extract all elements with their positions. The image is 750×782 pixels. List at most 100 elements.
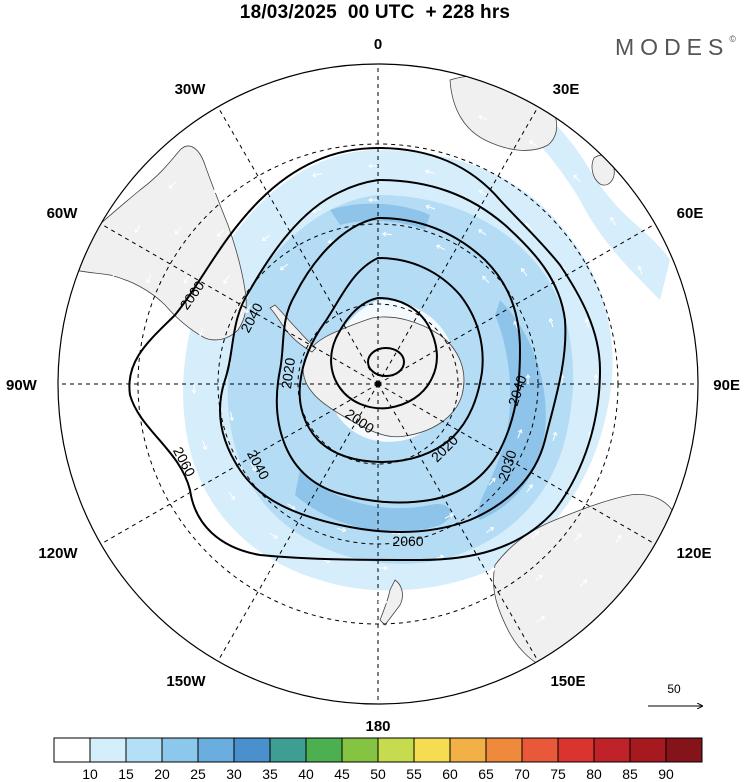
- wind-vector-arrow: [534, 574, 543, 582]
- lon-label-150e: 150E: [550, 673, 585, 690]
- colorbar-tick-label: 20: [154, 766, 170, 782]
- wind-vector-arrow: [174, 226, 182, 235]
- colorbar-tick-label: 75: [550, 766, 566, 782]
- wind-vector-arrow: [368, 129, 378, 135]
- colorbar-swatch: [233, 737, 271, 763]
- wind-vector-arrow: [223, 275, 230, 284]
- wind-vector-arrow: [89, 384, 95, 394]
- lon-label-120w: 120W: [38, 545, 78, 562]
- brand-logo: MODES©: [615, 34, 736, 61]
- wind-vector-arrow: [157, 384, 163, 394]
- meridian-120w: [100, 383, 379, 545]
- contour-low-center: [367, 347, 405, 377]
- colorbar-tick-label: 85: [622, 766, 638, 782]
- lon-label-30e: 30E: [553, 81, 580, 98]
- colorbar-tick-label: 60: [442, 766, 458, 782]
- wind-vector-arrow: [146, 274, 152, 284]
- colorbar-swatch: [53, 737, 91, 763]
- wind-vector-arrow: [268, 572, 278, 578]
- lon-label-60w: 60W: [47, 205, 79, 222]
- colorbar-swatch: [161, 737, 199, 763]
- map-title: 18/03/2025 00 UTC + 228 hrs: [239, 2, 511, 23]
- wind-vectors: [89, 95, 667, 673]
- wind-vector-arrow: [478, 115, 488, 121]
- wind-vector-arrow: [482, 275, 490, 284]
- lon-label-180: 180: [365, 718, 390, 735]
- contour-labels: 2060 2060 2060 2040 2040 2040 2020 2020 …: [170, 278, 530, 549]
- meridian-60w: [100, 223, 379, 385]
- wind-vector-arrow: [525, 222, 533, 231]
- wind-band-core-north: [330, 203, 430, 230]
- contour-label-2060-south: 2060: [392, 533, 423, 549]
- wind-vector-arrow: [279, 263, 288, 271]
- colorbar-tick-label: 30: [226, 766, 242, 782]
- wind-vector-arrow: [487, 606, 497, 612]
- wind-vector-arrow: [250, 462, 256, 472]
- colorbar-tick-label: 35: [262, 766, 278, 782]
- wind-vector-arrow: [228, 491, 235, 501]
- wind-vector-arrow: [641, 484, 647, 494]
- wind-vector-arrow: [312, 137, 323, 143]
- wind-vector-arrow: [435, 244, 446, 251]
- wind-vector-arrow: [526, 484, 533, 493]
- wind-vector-arrow: [322, 663, 332, 669]
- wind-vector-arrow: [216, 229, 225, 237]
- wind-vector-arrow: [521, 267, 528, 277]
- wind-vector-arrow: [593, 374, 599, 384]
- colorbar-swatch: [197, 737, 235, 763]
- wind-vector-arrow: [202, 440, 208, 451]
- colorbar-swatch: [521, 737, 559, 763]
- meridian-150e: [377, 383, 539, 662]
- wind-vector-arrow: [478, 229, 487, 236]
- wind-vector-arrow: [536, 616, 546, 623]
- wind-vector-arrow: [213, 186, 222, 194]
- wind-vector-arrow: [573, 174, 581, 183]
- wind-vector-arrow: [527, 180, 536, 188]
- wind-vector-arrow: [268, 610, 278, 616]
- colorbar-tick-label: 70: [514, 766, 530, 782]
- colorbar-tick-label: 45: [334, 766, 350, 782]
- wind-vector-arrow: [531, 531, 540, 539]
- wind-vector-arrow: [218, 621, 228, 628]
- wind-vector-arrow: [487, 643, 497, 649]
- wind-vector-arrow: [378, 565, 388, 571]
- wind-vector-arrow: [574, 533, 582, 542]
- reference-vector: 50: [648, 682, 702, 706]
- wind-vector-arrow: [261, 234, 271, 241]
- wind-vector-arrow: [424, 169, 435, 175]
- meridian-60e: [377, 223, 656, 385]
- meridian-120e: [377, 383, 656, 545]
- wind-vector-arrow: [368, 95, 378, 101]
- wind-vector-arrow: [378, 599, 388, 605]
- height-contours: [128, 146, 602, 562]
- colorbar-tick-label: 55: [406, 766, 422, 782]
- wind-vector-arrow: [109, 274, 115, 284]
- wind-vector-arrow: [311, 208, 322, 214]
- colorbar-tick-label: 40: [298, 766, 314, 782]
- wind-vector-arrow: [184, 274, 190, 284]
- wind-vector-arrow: [434, 554, 445, 560]
- wind-vector-arrow: [434, 590, 444, 596]
- wind-vector-arrow: [627, 374, 633, 384]
- wind-band-northeast: [470, 80, 670, 300]
- wind-vector-arrow: [321, 593, 332, 599]
- map-content: 2060 2060 2060 2040 2040 2040 2020 2020 …: [58, 64, 698, 704]
- lon-label-30w: 30W: [175, 81, 207, 98]
- wind-vector-arrow: [245, 304, 251, 314]
- wind-vector-arrow: [368, 163, 378, 169]
- wind-vector-arrow: [229, 411, 235, 422]
- colorbar-swatch: [665, 737, 703, 763]
- colorbar-tick-label: 15: [118, 766, 134, 782]
- wind-vector-arrow: [268, 647, 278, 653]
- map-border: [57, 63, 699, 705]
- colorbar-swatch: [305, 737, 343, 763]
- wind-vector-arrow: [168, 181, 177, 189]
- wind-vector-arrow: [131, 439, 137, 450]
- colorbar-tick-label: 10: [82, 766, 98, 782]
- wind-vector-arrow: [568, 219, 576, 228]
- wind-vector-arrow: [517, 428, 523, 439]
- wind-vector-arrow: [259, 156, 269, 162]
- colorbar-tick-label: 65: [478, 766, 494, 782]
- wind-vector-arrow: [619, 318, 625, 329]
